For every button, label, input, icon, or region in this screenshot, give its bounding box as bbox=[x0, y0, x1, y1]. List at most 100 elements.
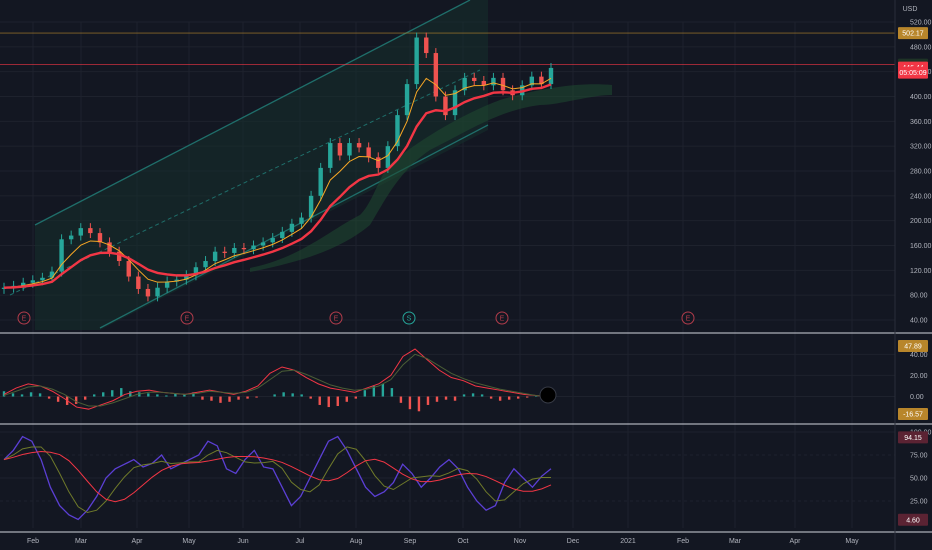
macd-bar bbox=[444, 396, 448, 400]
stoch-k-line bbox=[3, 435, 552, 521]
macd-bar bbox=[102, 392, 105, 397]
candle-body bbox=[529, 76, 535, 86]
macd-bar bbox=[372, 385, 376, 397]
macd-line bbox=[3, 348, 549, 410]
candle-body bbox=[193, 267, 199, 276]
stoch-tick-label: 50.00 bbox=[910, 476, 928, 483]
macd-bar bbox=[246, 396, 249, 399]
macd-bar bbox=[210, 396, 213, 401]
macd-bar bbox=[471, 393, 475, 397]
macd-bar bbox=[237, 396, 240, 400]
candle-body bbox=[347, 143, 352, 156]
macd-bar bbox=[363, 390, 367, 397]
macd-bar bbox=[354, 396, 358, 399]
price-tick-label: 480.00 bbox=[910, 44, 932, 51]
price-tick-label: 40.00 bbox=[910, 318, 928, 325]
macd-bar bbox=[273, 394, 276, 397]
candle-body bbox=[59, 239, 64, 272]
ma-fast-line bbox=[3, 77, 552, 289]
event-marker-label: E bbox=[334, 316, 339, 323]
candle-body bbox=[155, 287, 160, 297]
candle-body bbox=[203, 261, 208, 268]
macd-bar bbox=[327, 396, 330, 408]
macd-bar bbox=[20, 394, 24, 397]
candle-body bbox=[20, 282, 26, 286]
candle-body bbox=[260, 242, 266, 246]
event-marker[interactable] bbox=[495, 311, 509, 325]
macd-bar bbox=[516, 396, 520, 399]
event-marker-label: S bbox=[407, 316, 412, 323]
stoch-d-line bbox=[3, 446, 551, 514]
macd-bar bbox=[345, 396, 348, 402]
candle-body bbox=[539, 76, 544, 85]
macd-bar bbox=[408, 396, 412, 410]
macd-bar bbox=[147, 393, 150, 397]
macd-bar bbox=[462, 394, 466, 397]
time-tick-label: Feb bbox=[677, 538, 689, 545]
macd-bar bbox=[282, 392, 285, 397]
candle-body bbox=[404, 84, 410, 116]
macd-bar bbox=[120, 388, 123, 397]
macd-bar bbox=[300, 394, 303, 397]
candle-body bbox=[376, 157, 381, 168]
price-label-box bbox=[898, 66, 928, 79]
time-tick-label: Jul bbox=[296, 538, 305, 545]
event-marker[interactable] bbox=[180, 311, 194, 325]
candle-body bbox=[366, 147, 371, 158]
event-marker[interactable] bbox=[17, 311, 31, 325]
stoch-tick-label: 25.00 bbox=[910, 499, 928, 506]
macd-label-text: -16.57 bbox=[903, 412, 923, 419]
time-tick-label: May bbox=[845, 538, 859, 545]
macd-bar bbox=[453, 396, 457, 401]
candle-body bbox=[126, 261, 131, 277]
candle-body bbox=[308, 195, 314, 218]
candle-body bbox=[184, 275, 189, 280]
candle-body bbox=[97, 233, 103, 243]
event-marker-label: E bbox=[185, 316, 190, 323]
time-tick-label: Dec bbox=[567, 538, 580, 545]
time-tick-label: Aug bbox=[350, 538, 363, 545]
price-tick-label: 400.00 bbox=[910, 94, 932, 101]
candle-body bbox=[107, 242, 112, 252]
candle-body bbox=[68, 235, 74, 240]
price-label-box bbox=[898, 27, 928, 40]
channel-upper bbox=[34, 0, 471, 226]
candle-body bbox=[251, 245, 256, 250]
candle-body bbox=[40, 277, 45, 281]
price-tick-label: 280.00 bbox=[910, 169, 932, 176]
candle-body bbox=[318, 167, 323, 196]
candle-body bbox=[452, 90, 458, 116]
time-tick-label: Feb bbox=[27, 538, 39, 545]
time-tick-label: Apr bbox=[132, 538, 144, 545]
price-label-text: 502.17 bbox=[902, 31, 924, 38]
candle-body bbox=[145, 288, 151, 297]
price-tick-label: 160.00 bbox=[910, 243, 932, 250]
candle-body bbox=[328, 143, 333, 168]
macd-bar bbox=[93, 394, 96, 397]
macd-bar bbox=[156, 394, 159, 397]
macd-bar bbox=[29, 392, 33, 397]
ma-slow-line bbox=[3, 83, 552, 289]
price-label-text: 05:05:09 bbox=[899, 70, 926, 77]
candle-body bbox=[395, 115, 400, 147]
stoch-signal-line bbox=[3, 450, 552, 503]
macd-bar bbox=[129, 391, 132, 397]
candle-body bbox=[30, 280, 35, 283]
event-marker[interactable] bbox=[329, 311, 343, 325]
event-marker[interactable] bbox=[402, 311, 416, 325]
candle-body bbox=[222, 251, 227, 253]
macd-bar bbox=[399, 396, 403, 403]
candle-body bbox=[88, 228, 93, 234]
macd-bar bbox=[336, 396, 339, 407]
stoch-label-box bbox=[898, 431, 928, 444]
candle-body bbox=[164, 281, 170, 288]
candle-body bbox=[232, 247, 237, 253]
macd-bar bbox=[111, 390, 114, 397]
macd-bar bbox=[11, 393, 15, 397]
macd-bar bbox=[38, 393, 42, 397]
event-marker[interactable] bbox=[681, 311, 695, 325]
stoch-label-box bbox=[898, 513, 928, 526]
candle-body bbox=[414, 37, 419, 85]
macd-bar bbox=[56, 396, 60, 402]
time-tick-label: Sep bbox=[404, 538, 417, 545]
